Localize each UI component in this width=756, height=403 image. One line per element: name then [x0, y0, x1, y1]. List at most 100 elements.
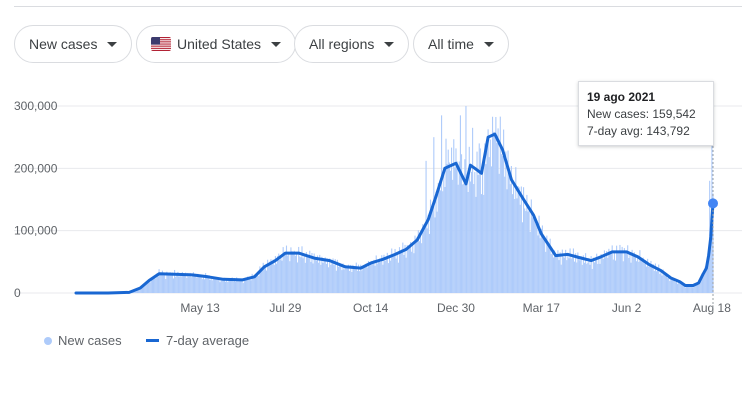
new-cases-bar: [344, 265, 346, 293]
new-cases-bar: [324, 257, 326, 293]
legend-bar-swatch: [44, 336, 52, 345]
new-cases-bar: [178, 276, 180, 293]
new-cases-bar: [229, 279, 231, 293]
new-cases-bar: [338, 266, 340, 293]
new-cases-bar: [668, 276, 670, 293]
new-cases-bar: [138, 287, 140, 293]
new-cases-bar: [432, 206, 434, 293]
new-cases-bar: [182, 274, 185, 293]
new-cases-bar: [695, 284, 697, 293]
new-cases-bar: [426, 228, 428, 293]
new-cases-bar: [515, 167, 517, 293]
new-cases-bar: [560, 264, 562, 293]
cases-chart[interactable]: 0 100,000 200,000 300,000 May 13 Jul 29 Oct 1…: [0, 80, 756, 320]
new-cases-bar: [302, 258, 304, 293]
new-cases-bar: [636, 261, 638, 293]
new-cases-bar: [675, 279, 677, 293]
new-cases-bar: [249, 277, 251, 293]
new-cases-bar: [587, 262, 589, 293]
new-cases-bar: [377, 260, 379, 293]
new-cases-bar: [172, 278, 175, 293]
new-cases-bar: [401, 249, 403, 293]
new-cases-bar: [652, 264, 654, 293]
new-cases-bar: [591, 268, 593, 293]
new-cases-bar: [491, 116, 494, 293]
new-cases-bar: [351, 272, 353, 293]
new-cases-bar: [402, 242, 404, 293]
new-cases-bar: [433, 137, 435, 293]
new-cases-bar: [347, 264, 350, 293]
new-cases-bar: [623, 248, 625, 293]
new-cases-bar: [382, 264, 384, 293]
new-cases-bar: [232, 281, 234, 293]
new-cases-bar: [606, 251, 608, 293]
new-cases-bar: [482, 164, 484, 293]
hover-point[interactable]: [708, 198, 718, 209]
location-dropdown[interactable]: United States: [136, 25, 297, 63]
new-cases-bar: [239, 279, 241, 293]
new-cases-bar: [179, 274, 181, 293]
new-cases-bar: [653, 270, 655, 293]
x-tick-label: Jul 29: [269, 301, 301, 315]
new-cases-bar: [419, 235, 422, 293]
metric-dropdown[interactable]: New cases: [14, 25, 133, 63]
new-cases-bar: [134, 290, 136, 293]
new-cases-bar: [618, 251, 620, 293]
new-cases-bar: [369, 265, 371, 293]
new-cases-bar: [665, 273, 668, 293]
region-dropdown-label: All regions: [309, 36, 375, 52]
new-cases-bar: [391, 248, 393, 293]
new-cases-bar: [334, 259, 336, 293]
new-cases-bar: [312, 263, 314, 293]
new-cases-bar: [156, 273, 158, 293]
new-cases-bar: [376, 263, 378, 293]
new-cases-bar: [583, 262, 586, 293]
new-cases-bar: [494, 135, 496, 293]
new-cases-bar: [558, 260, 560, 293]
new-cases-bar: [572, 248, 574, 293]
new-cases-bar: [410, 242, 412, 293]
new-cases-bar: [361, 270, 363, 293]
new-cases-bar: [242, 283, 244, 293]
new-cases-bar: [680, 283, 682, 293]
new-cases-bar: [415, 238, 417, 293]
new-cases-bar: [425, 160, 427, 293]
new-cases-bar: [437, 183, 439, 293]
new-cases-bar: [310, 261, 312, 293]
new-cases-bar: [155, 278, 157, 293]
new-cases-bar: [417, 230, 419, 293]
new-cases-bar: [166, 271, 168, 293]
new-cases-bar: [332, 258, 334, 293]
new-cases-bar: [509, 184, 511, 293]
new-cases-bar: [301, 246, 303, 293]
new-cases-bar: [284, 253, 286, 293]
new-cases-bar: [607, 257, 609, 293]
y-tick-label: 300,000: [14, 99, 58, 113]
new-cases-bar: [639, 250, 641, 293]
new-cases-bar: [403, 255, 405, 293]
new-cases-bar: [177, 271, 179, 293]
region-dropdown[interactable]: All regions: [294, 25, 410, 63]
legend-new-cases[interactable]: New cases: [44, 333, 122, 348]
new-cases-bar: [534, 215, 536, 293]
new-cases-bar: [246, 279, 248, 293]
legend-line-label: 7-day average: [166, 333, 250, 348]
new-cases-bar: [537, 235, 539, 293]
new-cases-bar: [154, 275, 156, 293]
new-cases-bar: [688, 284, 690, 293]
new-cases-bar: [600, 254, 602, 293]
new-cases-bar: [603, 250, 605, 293]
new-cases-bar: [320, 264, 322, 293]
metric-dropdown-label: New cases: [29, 36, 98, 52]
new-cases-bar: [367, 261, 370, 293]
new-cases-bar: [513, 183, 515, 293]
new-cases-bar: [694, 284, 696, 293]
new-cases-bar: [363, 264, 365, 293]
legend-seven-day-average[interactable]: 7-day average: [146, 333, 249, 348]
new-cases-bar: [159, 273, 161, 293]
new-cases-bar: [507, 150, 509, 293]
new-cases-bar: [616, 245, 618, 293]
new-cases-bar: [439, 190, 442, 293]
time-range-dropdown[interactable]: All time: [413, 25, 509, 63]
x-tick-label: Mar 17: [523, 301, 561, 315]
